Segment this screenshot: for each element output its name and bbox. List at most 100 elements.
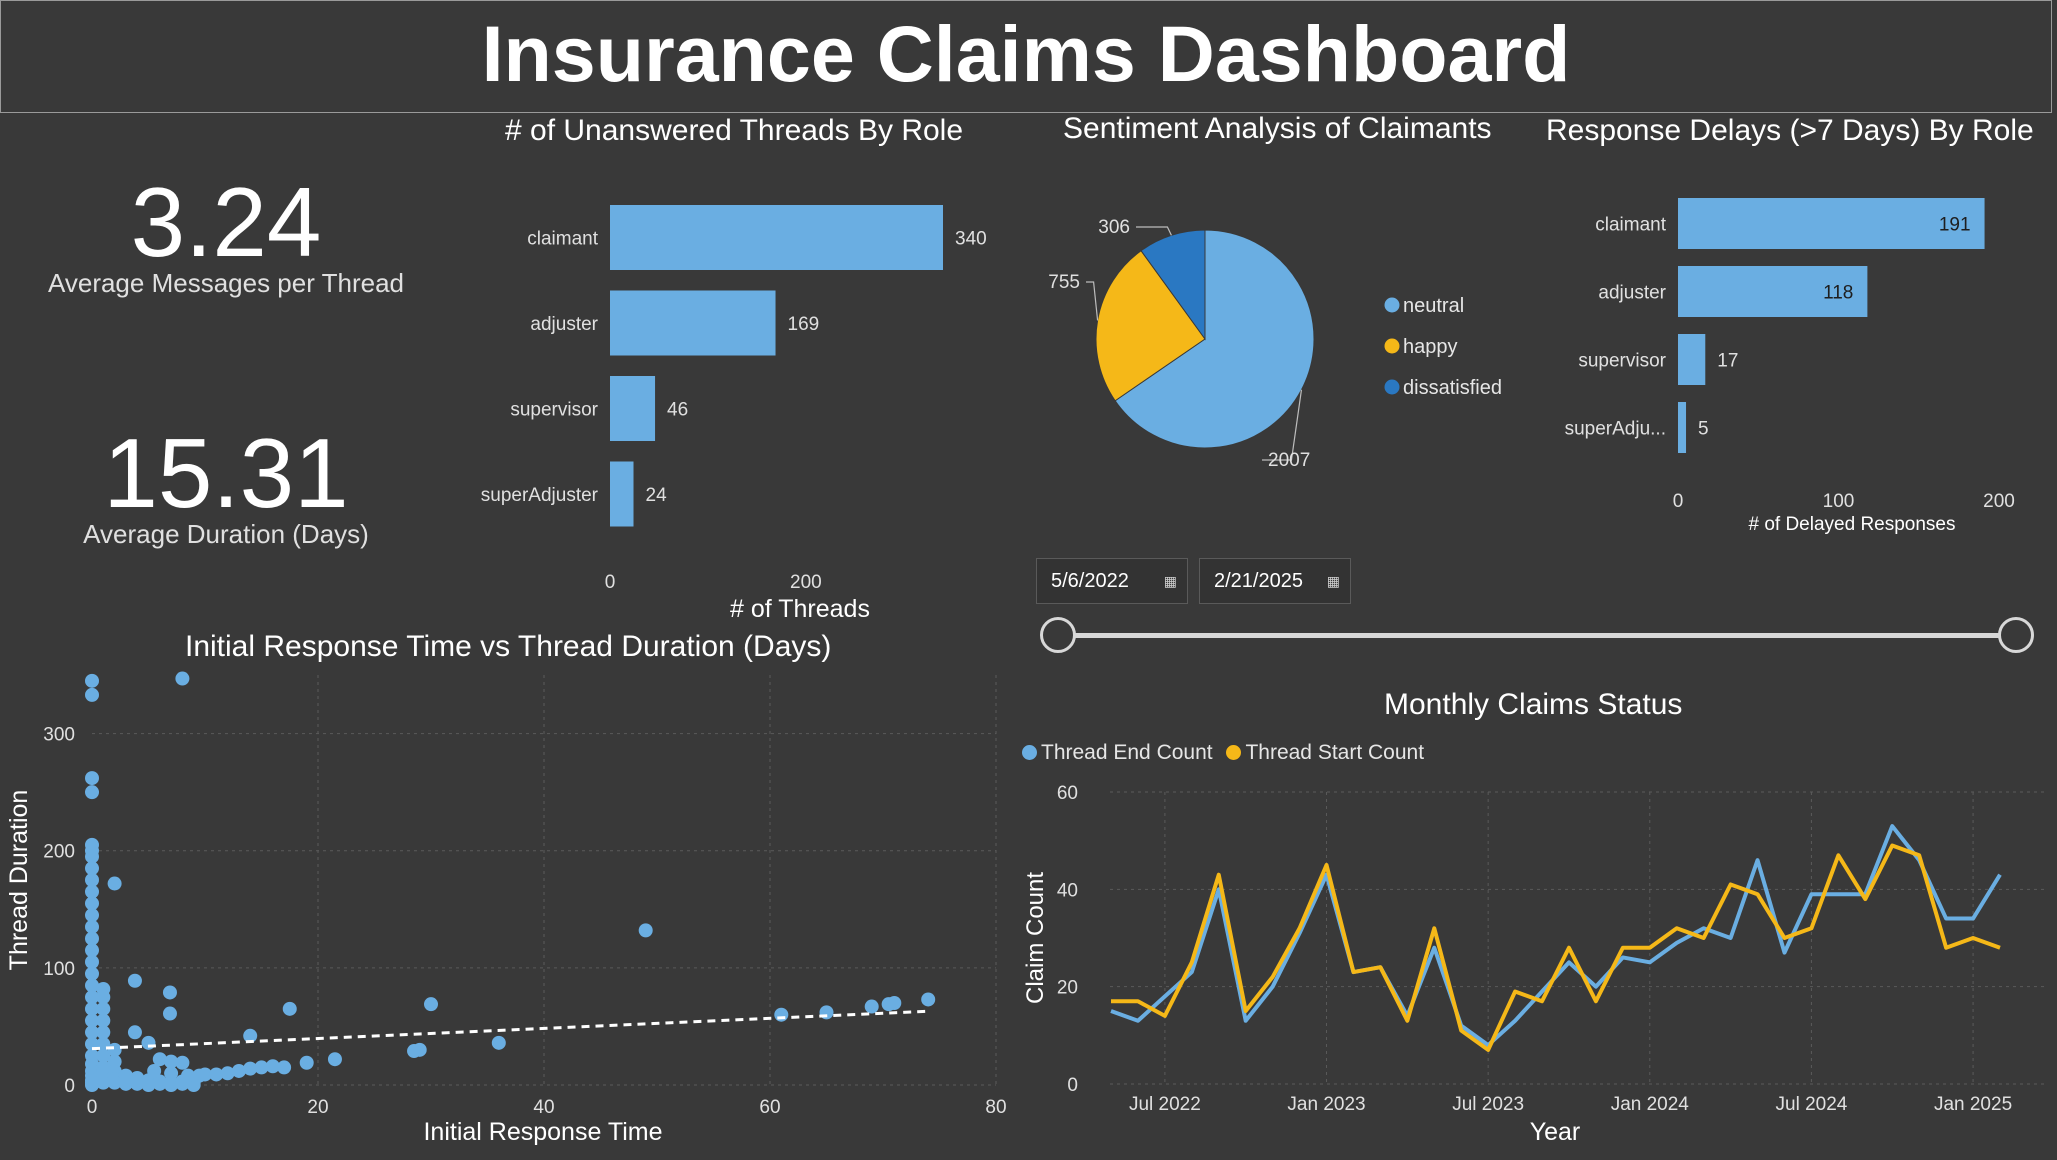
category-label: adjuster: [530, 314, 598, 335]
start-date-value: 5/6/2022: [1051, 570, 1129, 592]
x-tick-label: Jul 2022: [1129, 1094, 1201, 1115]
page-title: Insurance Claims Dashboard: [481, 9, 1571, 98]
monthly-line-chart: 0 20 40 60 Jul 2022 Jan 2023 Jul 2023 Jan 2024 J…: [1022, 783, 2045, 1146]
scatter-point: [231, 1063, 246, 1078]
scatter-point: [175, 671, 190, 686]
scatter-point: [198, 1067, 212, 1082]
scatter-point: [127, 1025, 142, 1040]
scatter-point: [107, 1075, 122, 1090]
scatter-point: [162, 985, 177, 1000]
scatter-point: [887, 996, 902, 1010]
legend-thread-end: Thread End Count: [1041, 741, 1213, 764]
header-bar: Insurance Claims Dashboard: [0, 0, 2052, 113]
scatter-point: [147, 1063, 162, 1078]
x-tick-label: Jul 2023: [1452, 1094, 1524, 1115]
bar: [610, 461, 634, 527]
scatter-point: [127, 973, 142, 988]
scatter-point: [107, 876, 122, 891]
scatter-point: [254, 1060, 269, 1075]
scatter-point: [327, 1052, 342, 1067]
y-tick-label: 40: [1057, 880, 1078, 901]
y-axis-label: Thread Duration: [5, 790, 33, 971]
scatter-point: [85, 919, 99, 934]
date-range-slider-track[interactable]: [1058, 633, 2018, 638]
scatter-point: [412, 1042, 427, 1057]
pie-slice: [1140, 229, 1206, 341]
scatter-point: [282, 1001, 297, 1016]
x-tick-label: Jan 2023: [1287, 1094, 1365, 1115]
scatter-point: [96, 1048, 111, 1063]
unanswered-chart-title: # of Unanswered Threads By Role: [505, 114, 964, 147]
scatter-point: [243, 1028, 258, 1043]
scatter-point: [85, 896, 99, 911]
scatter-point: [141, 1035, 156, 1050]
scatter-chart: 0 100 200 300 0 20 40 60 80 Initial Response Time…: [5, 671, 1007, 1146]
data-label: 118: [1823, 283, 1853, 304]
scatter-point: [175, 1055, 190, 1070]
date-range-start-handle[interactable]: [1040, 617, 1076, 653]
scatter-point: [220, 1066, 235, 1081]
scatter-point: [277, 1060, 292, 1075]
legend-thread-start: Thread Start Count: [1245, 741, 1425, 764]
scatter-point: [85, 943, 99, 958]
scatter-point: [96, 1025, 111, 1040]
series-line: [1111, 843, 2001, 1052]
data-label: 340: [955, 229, 987, 250]
y-axis-label: Claim Count: [1022, 872, 1049, 1004]
bar: [610, 376, 656, 441]
scatter-point: [85, 908, 99, 923]
bar: [610, 290, 776, 356]
monthly-legend: Thread End Count Thread Start Count: [1022, 741, 1424, 765]
scatter-point: [491, 1035, 506, 1050]
scatter-point: [96, 990, 111, 1005]
scatter-point: [424, 997, 438, 1012]
legend-label: dissatisfied: [1403, 377, 1502, 399]
legend-marker: [1226, 745, 1242, 760]
scatter-point: [85, 849, 99, 864]
scatter-point: [164, 1066, 179, 1081]
category-label: supervisor: [1578, 351, 1666, 372]
start-date-input[interactable]: 5/6/2022 ▦: [1036, 558, 1188, 604]
kpi-value: 3.24: [130, 167, 322, 277]
leader-line: [1262, 389, 1303, 461]
x-tick-label: Jul 2024: [1776, 1094, 1848, 1115]
kpi-avg-messages: 3.24 Average Messages per Thread: [0, 172, 452, 299]
date-range-end-handle[interactable]: [1998, 617, 2034, 653]
scatter-chart-title: Initial Response Time vs Thread Duration…: [185, 630, 832, 663]
scatter-point: [85, 771, 99, 786]
delays-bar-chart: claimant 191 adjuster 118 supervisor 17 superA…: [1565, 198, 2015, 535]
scatter-point: [85, 990, 99, 1005]
y-tick-label: 20: [1057, 978, 1078, 999]
pie-data-label: 306: [1098, 217, 1130, 238]
bar: [1678, 402, 1687, 453]
scatter-point: [85, 931, 99, 946]
x-tick-label: 60: [759, 1097, 780, 1118]
scatter-point: [96, 1075, 111, 1090]
x-tick-label: 40: [533, 1097, 554, 1118]
scatter-point: [85, 955, 99, 969]
y-tick-label: 300: [43, 725, 75, 746]
category-label: claimant: [1595, 215, 1666, 236]
data-label: 5: [1698, 419, 1709, 440]
legend-marker: [1022, 745, 1037, 760]
scatter-point: [162, 1006, 177, 1021]
y-tick-label: 0: [64, 1076, 75, 1097]
end-date-input[interactable]: 2/21/2025 ▦: [1199, 558, 1351, 604]
scatter-point: [130, 1076, 145, 1091]
scatter-point: [864, 999, 879, 1014]
data-label: 24: [646, 485, 668, 506]
scatter-point: [85, 1025, 99, 1040]
x-tick-label: 200: [1983, 491, 2015, 512]
kpi-label: Average Duration (Days): [83, 519, 369, 549]
x-tick-label: 80: [985, 1097, 1006, 1118]
scatter-point: [85, 1013, 99, 1028]
scatter-point: [164, 1054, 179, 1069]
unanswered-bar-chart: claimant 340 adjuster 169 supervisor 46 superA…: [481, 205, 987, 623]
calendar-icon[interactable]: ▦: [1326, 573, 1340, 589]
x-tick-label: 0: [87, 1097, 98, 1118]
scatter-point: [152, 1052, 167, 1067]
x-tick-label: 200: [790, 572, 822, 593]
calendar-icon[interactable]: ▦: [1163, 573, 1177, 589]
category-label: supervisor: [510, 400, 598, 421]
x-tick-label: 0: [1673, 491, 1684, 512]
